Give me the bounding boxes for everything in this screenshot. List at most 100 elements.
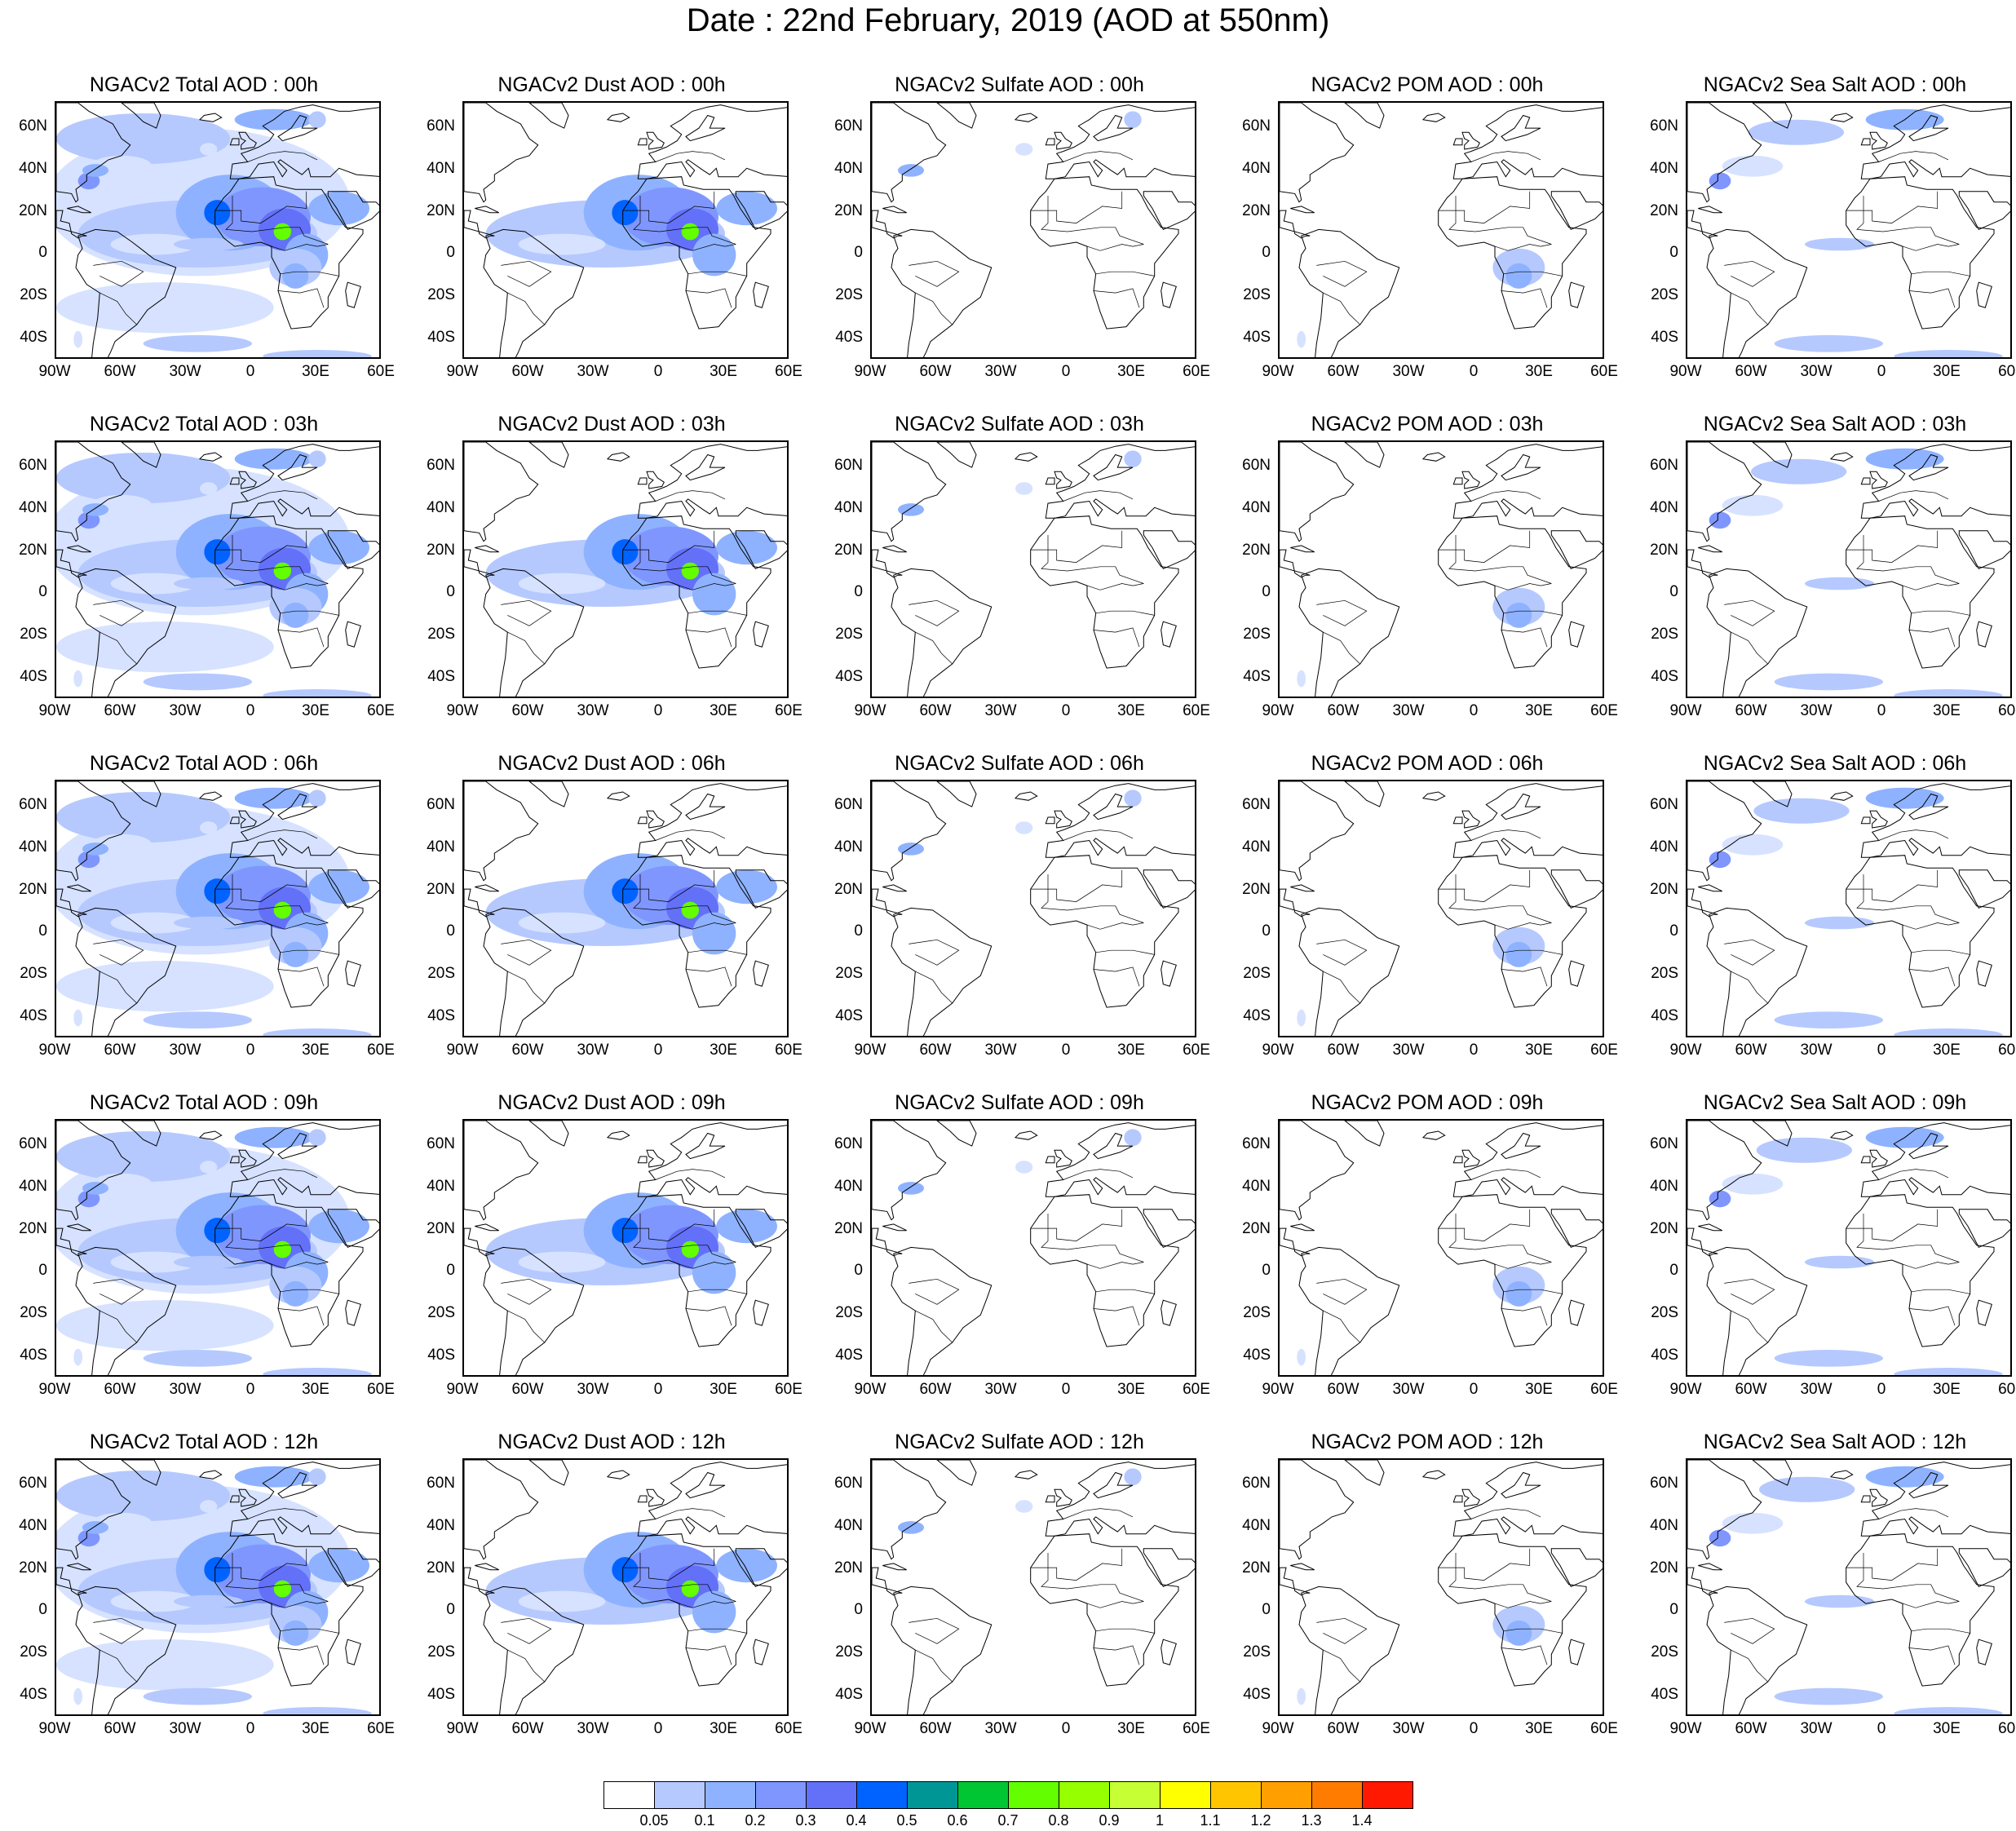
lat-tick-label: 40N xyxy=(19,838,47,856)
aod-field-18 xyxy=(77,1529,100,1547)
aod-field-7 xyxy=(273,562,292,580)
country-border-0 xyxy=(1438,191,1531,223)
lon-tick-label: 30W xyxy=(1800,1720,1833,1737)
lat-tick-label: 60N xyxy=(1242,457,1271,475)
colorbar-box-7 xyxy=(957,1781,1009,1809)
lon-tick-label: 60E xyxy=(1183,1720,1210,1737)
country-border-6 xyxy=(501,260,552,287)
lat-tick-label: 20S xyxy=(1651,286,1678,304)
coastline-4 xyxy=(483,1246,585,1375)
aod-field-2 xyxy=(1297,670,1306,688)
coastline-11 xyxy=(229,816,240,825)
coastline-4 xyxy=(1298,907,1400,1036)
lat-tick-label: 20S xyxy=(835,1643,863,1661)
lon-tick-label: 60W xyxy=(104,702,136,719)
aod-field-3 xyxy=(1805,1255,1875,1269)
lat-tick-label: 40N xyxy=(1650,1516,1678,1534)
coastline-1 xyxy=(936,1460,977,1486)
lon-tick-label: 90W xyxy=(446,1381,479,1398)
country-border-4 xyxy=(1093,1645,1140,1665)
panel-title: NGACv2 Total AOD : 09h xyxy=(89,1091,319,1114)
lat-tick-label: 20S xyxy=(427,626,455,644)
aod-field-4 xyxy=(681,562,699,580)
aod-field-15 xyxy=(174,1594,244,1608)
colorbar-box-4 xyxy=(806,1781,857,1809)
lat-tick-label: 20S xyxy=(427,1304,455,1322)
country-border-6 xyxy=(909,1617,960,1644)
coastline-7 xyxy=(1958,869,2010,909)
aod-field-4 xyxy=(681,223,699,241)
lon-tick-label: 30W xyxy=(1800,702,1833,719)
coastline-5 xyxy=(214,855,364,1008)
lat-tick-label: 40S xyxy=(835,1347,863,1364)
lon-tick-label: 60E xyxy=(1590,702,1618,719)
panel-title: NGACv2 Sulfate AOD : 03h xyxy=(895,413,1144,436)
colorbar-label: 1.1 xyxy=(1200,1812,1221,1829)
lon-tick-label: 0 xyxy=(1469,1381,1479,1398)
panel-title: NGACv2 Dust AOD : 00h xyxy=(497,73,726,96)
aod-field-2 xyxy=(1297,330,1306,348)
coastline-7 xyxy=(1143,869,1195,909)
lon-tick-label: 60W xyxy=(1327,702,1359,719)
map-panel-seasalt-09h: NGACv2 Sea Salt AOD : 09h 60N 40N 20N 0 20S 40… xyxy=(1639,1086,2016,1421)
coastline-10 xyxy=(646,810,665,829)
coastline-8 xyxy=(229,1122,379,1197)
lat-tick-label: 60N xyxy=(427,1475,455,1493)
country-border-2 xyxy=(1494,583,1552,590)
country-border-1 xyxy=(1448,874,1552,923)
coastline-6 xyxy=(1568,1299,1585,1326)
lat-tick-label: 40S xyxy=(1651,329,1678,347)
country-border-3 xyxy=(1911,271,1970,276)
country-border-3 xyxy=(280,610,339,616)
lat-tick-label: 60N xyxy=(1650,117,1678,135)
lat-tick-label: 60N xyxy=(834,1475,863,1493)
coastline-3 xyxy=(1698,206,1722,214)
lon-tick-label: 90W xyxy=(446,1720,479,1737)
aod-field-21 xyxy=(73,1687,82,1705)
coastline-2 xyxy=(464,1227,495,1257)
lat-tick-label: 20S xyxy=(427,965,455,983)
map-panel-total-06h: NGACv2 Total AOD : 06h 60N 40N 20N 0 20S 40S 90… xyxy=(8,747,408,1081)
aod-field-5 xyxy=(612,539,639,565)
coastline-7 xyxy=(1958,1209,2010,1249)
lat-tick-label: 20S xyxy=(20,286,47,304)
map-panel-sulfate-06h: NGACv2 Sulfate AOD : 06h 60N 40N 20N 0 20S 40S… xyxy=(824,747,1223,1081)
aod-field-6 xyxy=(716,869,777,904)
colorbar-label: 1.4 xyxy=(1351,1812,1373,1829)
country-border-2 xyxy=(1086,1262,1144,1269)
lon-tick-label: 90W xyxy=(1669,1720,1702,1737)
coastline-1 xyxy=(528,442,569,468)
country-border-7 xyxy=(1878,829,1949,841)
country-border-2 xyxy=(271,1262,329,1269)
coastline-6 xyxy=(1161,1299,1177,1326)
lat-tick-label: 20N xyxy=(19,201,47,219)
panel-title: NGACv2 Sulfate AOD : 09h xyxy=(895,1091,1144,1114)
coastline-1 xyxy=(528,103,569,129)
coastline-6 xyxy=(1976,1299,1992,1326)
country-border-6 xyxy=(93,939,144,966)
colorbar-label: 0.6 xyxy=(947,1812,968,1829)
coastline-3 xyxy=(1290,206,1315,214)
country-border-3 xyxy=(1503,1289,1563,1294)
map-area xyxy=(462,780,789,1037)
panel-title: NGACv2 Total AOD : 03h xyxy=(89,413,319,436)
map-area xyxy=(462,101,789,359)
coastline-4 xyxy=(483,1586,585,1714)
lat-tick-label: 60N xyxy=(19,1135,47,1153)
colorbar-label: 0.9 xyxy=(1099,1812,1120,1829)
coastline-3 xyxy=(475,1563,499,1571)
coastline-7 xyxy=(1143,1548,1195,1588)
lon-tick-label: 60W xyxy=(919,1720,952,1737)
coastline-6 xyxy=(753,1299,769,1326)
coastline-9 xyxy=(1501,1471,1541,1499)
lon-tick-label: 0 xyxy=(245,1042,255,1059)
coastline-1 xyxy=(1752,1121,1793,1147)
coastline-7 xyxy=(735,1548,787,1588)
lon-tick-label: 90W xyxy=(38,1381,71,1398)
coastline-5 xyxy=(1438,1194,1587,1347)
coastline-8 xyxy=(1045,1122,1195,1197)
aod-field-7 xyxy=(273,901,292,919)
coastline-0 xyxy=(1687,1460,1762,1560)
panel-title: NGACv2 Total AOD : 06h xyxy=(89,752,319,775)
lat-tick-label: 40S xyxy=(427,1007,455,1025)
